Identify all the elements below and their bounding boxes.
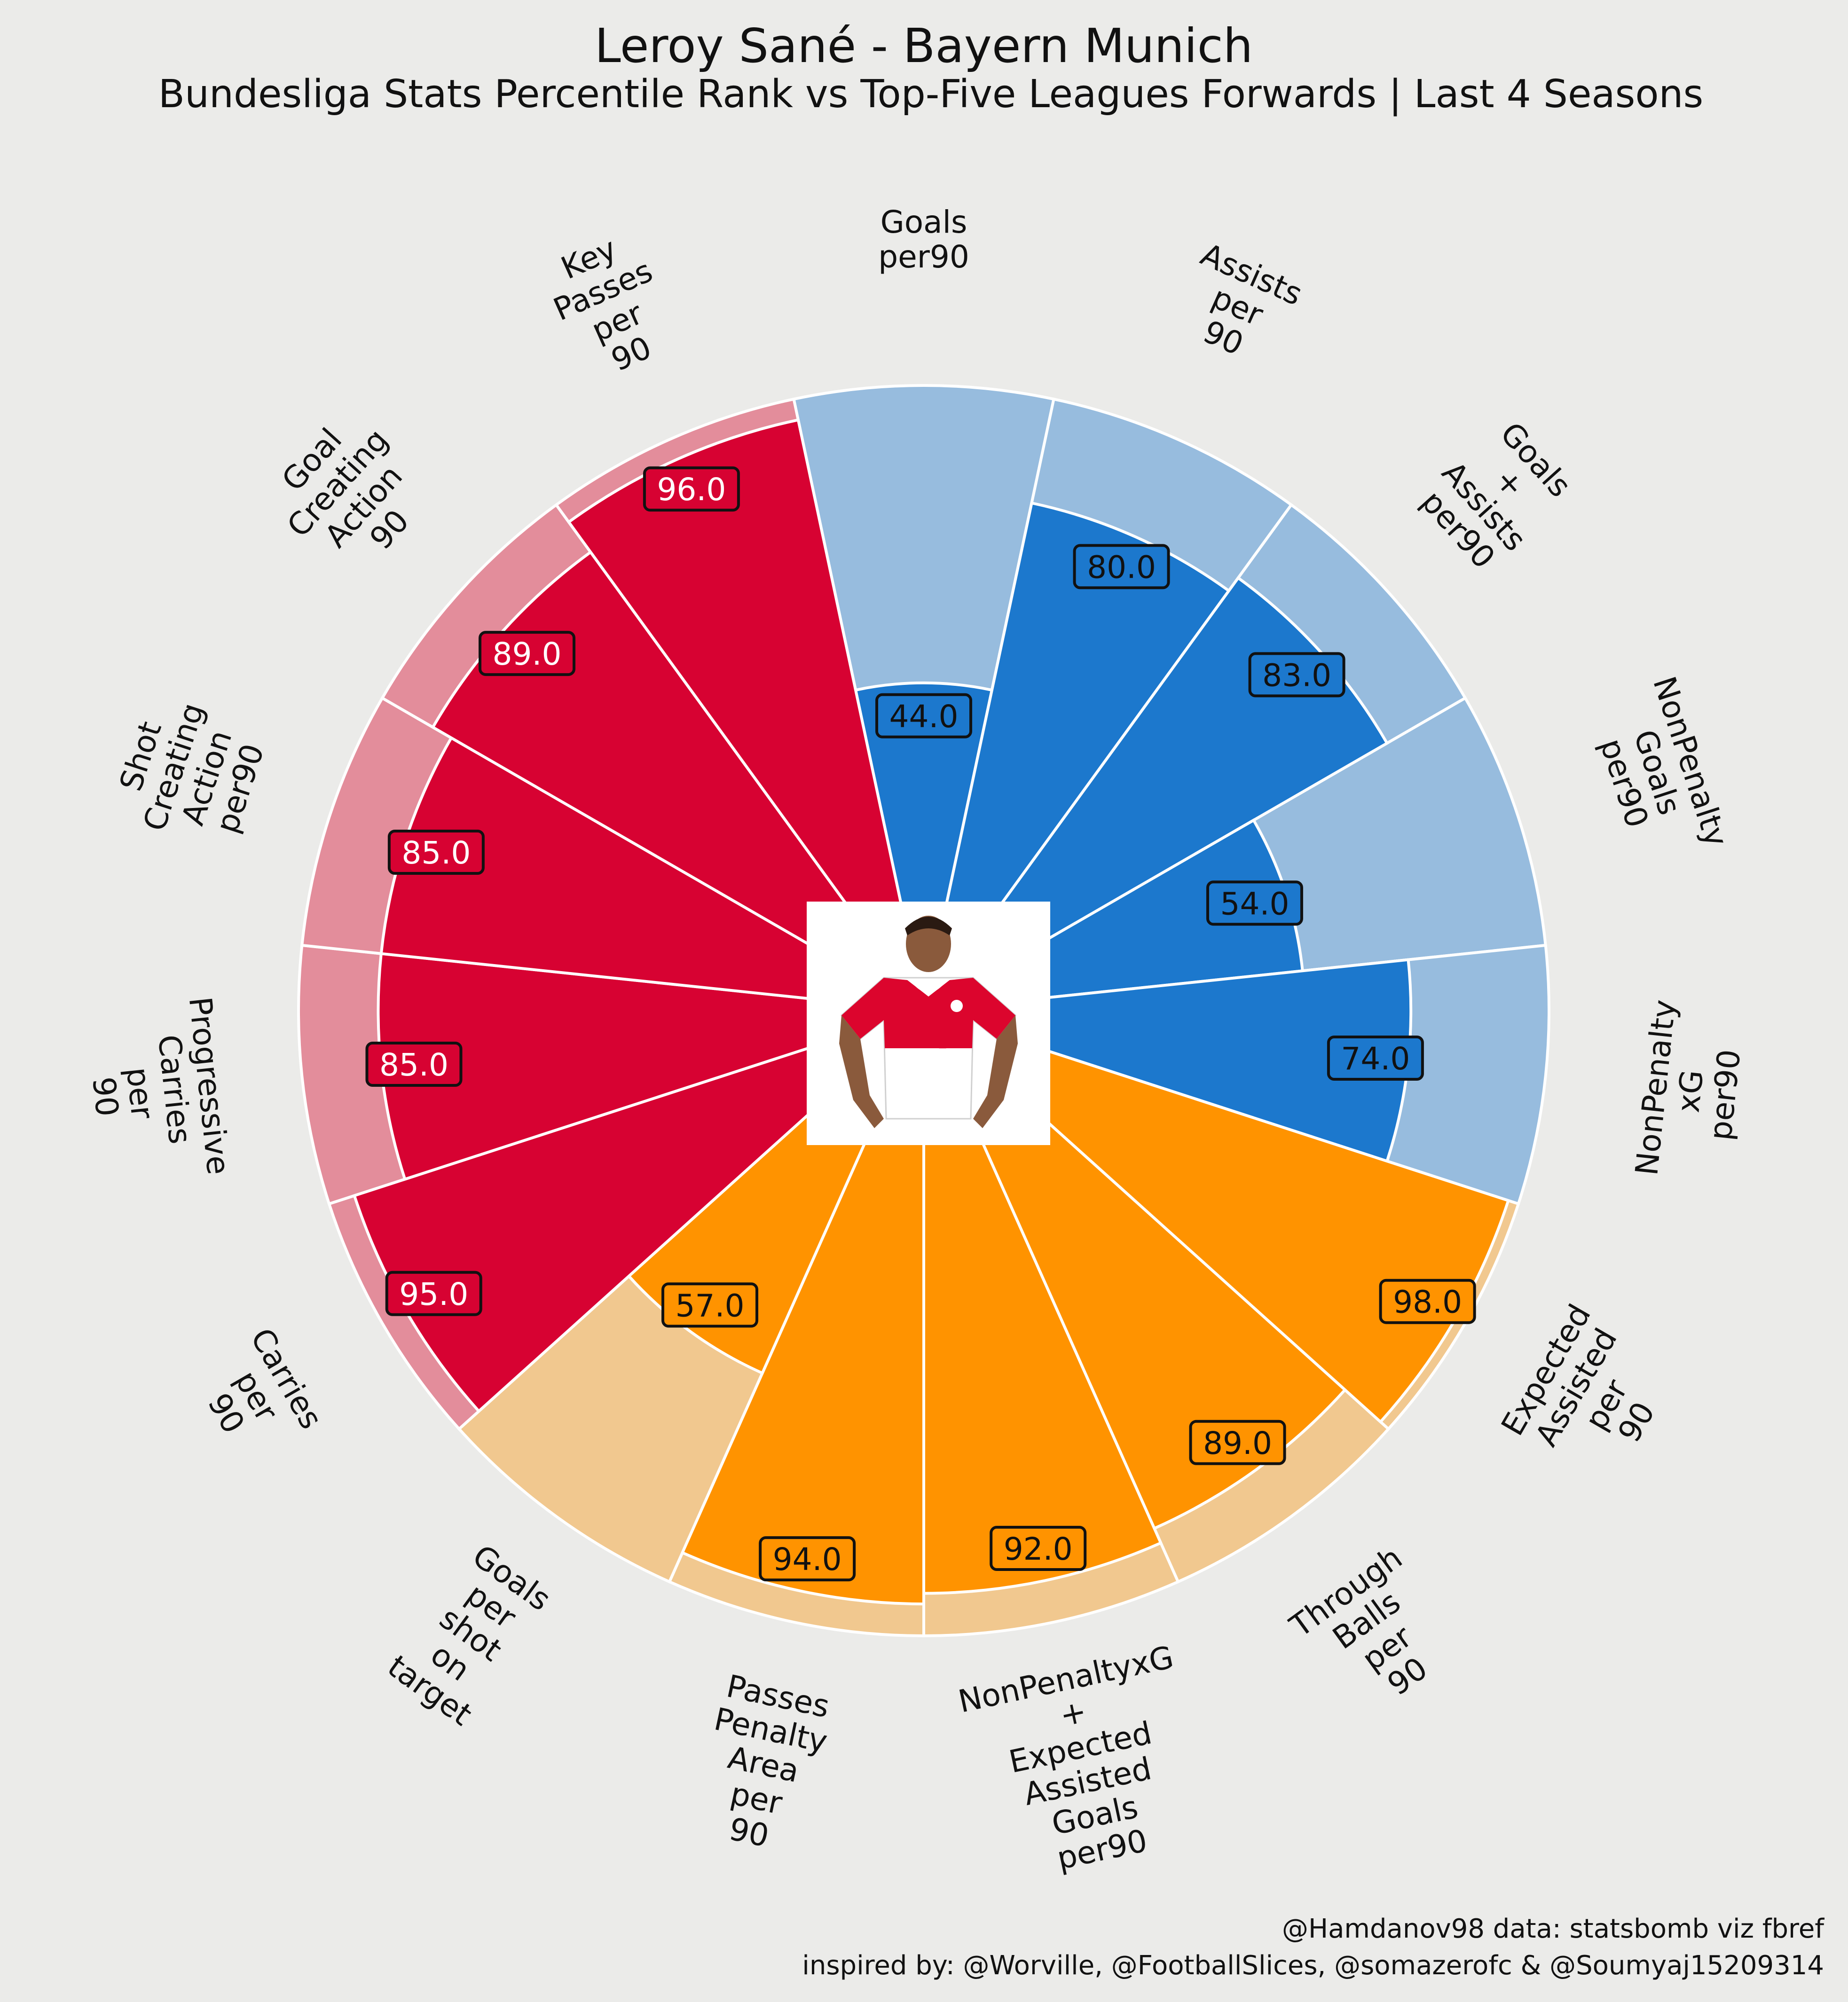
value-label-text: 95.0	[399, 1276, 468, 1312]
value-label: 89.0	[1189, 1420, 1286, 1465]
value-label: 80.0	[1073, 544, 1170, 589]
value-label-text: 57.0	[676, 1288, 745, 1324]
value-label: 54.0	[1206, 880, 1303, 926]
chart-title: Leroy Sané - Bayern Munich	[595, 18, 1253, 73]
value-label: 83.0	[1248, 652, 1345, 698]
value-label: 98.0	[1379, 1279, 1476, 1324]
value-label-text: 44.0	[889, 699, 959, 735]
value-label: 85.0	[387, 830, 485, 875]
credit-line-2: inspired by: @Worville, @FootballSlices,…	[802, 1950, 1824, 1981]
value-label-text: 85.0	[379, 1047, 448, 1083]
player-photo-icon: T	[807, 902, 1050, 1145]
value-label-text: 94.0	[773, 1541, 842, 1578]
value-label-text: 85.0	[401, 835, 471, 871]
credit-line-1: @Hamdanov98 data: statsbomb viz fbref	[1282, 1914, 1824, 1944]
value-label-text: 83.0	[1262, 657, 1331, 693]
value-label-text: 89.0	[1203, 1425, 1272, 1461]
value-label-text: 92.0	[1004, 1531, 1073, 1567]
value-label-text: 54.0	[1220, 886, 1289, 922]
parameter-label: KeyPassesper90	[534, 221, 686, 392]
value-label: 44.0	[875, 693, 972, 738]
parameter-label: PassesPenaltyAreaper90	[689, 1667, 838, 1862]
chart-subtitle: Bundesliga Stats Percentile Rank vs Top-…	[158, 72, 1704, 117]
parameter-label: Goals per90	[878, 204, 969, 275]
value-label: 96.0	[643, 466, 740, 512]
value-label: 94.0	[759, 1536, 856, 1582]
value-label-text: 98.0	[1393, 1284, 1462, 1320]
value-label: 92.0	[990, 1526, 1087, 1571]
value-label: 74.0	[1327, 1035, 1424, 1081]
value-slices	[353, 418, 1510, 1606]
value-label: 57.0	[661, 1282, 758, 1328]
value-label: 95.0	[385, 1271, 482, 1316]
svg-text:T: T	[930, 1013, 956, 1057]
value-label-text: 74.0	[1341, 1041, 1410, 1077]
value-label-text: 89.0	[493, 636, 562, 672]
value-label-text: 80.0	[1087, 549, 1156, 585]
value-label: 85.0	[365, 1041, 463, 1087]
value-label-text: 96.0	[657, 471, 726, 508]
value-label: 89.0	[479, 631, 576, 676]
value-labels: 44.0 80.0 83.0 54.0 74.0 98.0 89.0 92.0 94.0 57.0…	[365, 466, 1476, 1582]
